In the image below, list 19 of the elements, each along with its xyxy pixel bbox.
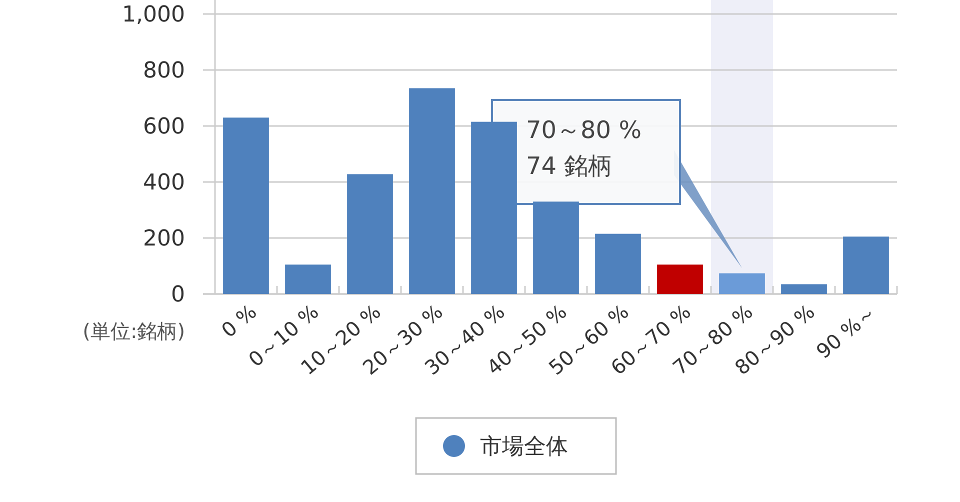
y-tick-label: 400 <box>143 170 185 196</box>
bar <box>285 264 331 294</box>
y-axis-title: (単位:銘柄) <box>82 319 185 343</box>
y-tick-label: 0 <box>171 282 185 308</box>
bar <box>781 284 827 294</box>
bar <box>843 236 889 294</box>
legend-label: 市場全体 <box>480 434 568 460</box>
bar <box>595 234 641 294</box>
y-tick-label: 1,000 <box>122 2 185 28</box>
y-tick-label: 600 <box>143 114 185 140</box>
y-tick-label: 200 <box>143 226 185 252</box>
bar <box>223 118 269 294</box>
y-tick-label: 800 <box>143 58 185 84</box>
bar <box>409 88 455 294</box>
bar <box>719 273 765 294</box>
annotation: 70～80 % 74 銘柄 <box>526 116 642 180</box>
bar <box>657 264 703 294</box>
bar <box>347 174 393 294</box>
x-tick-label: 0 % <box>216 299 262 342</box>
